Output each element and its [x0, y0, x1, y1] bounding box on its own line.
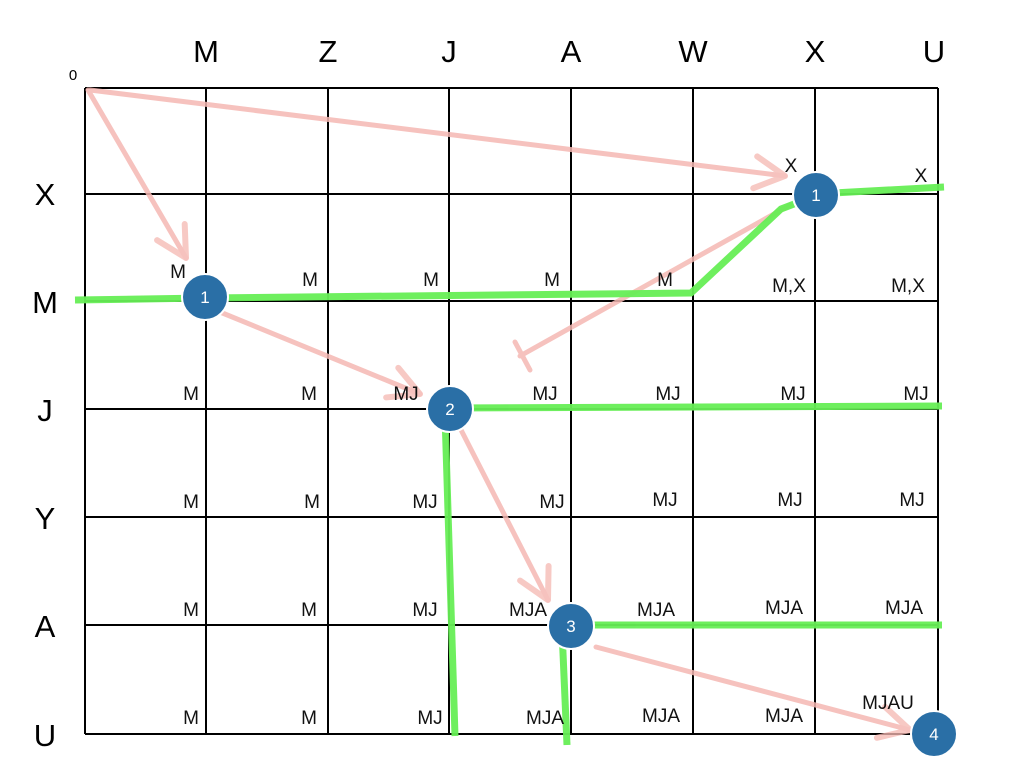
table-cell: MJ	[652, 490, 677, 511]
badge-circle	[426, 385, 474, 433]
table-cell: MJA	[509, 600, 547, 621]
table-cell: M	[304, 492, 320, 513]
step-badge: 2	[426, 385, 474, 433]
table-cell: MJA	[526, 708, 564, 729]
table-cell: MJ	[899, 490, 924, 511]
boundary-line	[448, 402, 943, 412]
step-badge: 4	[910, 710, 958, 758]
table-cell: M,X	[891, 276, 925, 297]
table-cell: MJ	[393, 384, 418, 405]
step-badge: 3	[547, 602, 595, 650]
table-cell: M	[302, 270, 318, 291]
column-header: X	[805, 34, 826, 69]
table-cells: X X M M M M M M,X M,X M M MJ MJ MJ MJ MJ…	[170, 156, 929, 729]
table-cell: X	[915, 166, 928, 187]
badge-label: 4	[929, 725, 938, 744]
table-cell: M	[544, 270, 560, 291]
badge-circle	[181, 273, 229, 321]
badge-label: 1	[200, 288, 209, 307]
origin-label: 0	[69, 67, 77, 84]
table-cell: M	[183, 384, 199, 405]
trace-arrow	[217, 309, 423, 401]
trace-arrow	[593, 644, 913, 741]
badge-circle	[547, 602, 595, 650]
table-cell: MJ	[780, 384, 805, 405]
row-header: A	[35, 609, 56, 644]
table-cell: M	[301, 600, 317, 621]
row-header: M	[32, 285, 58, 320]
table-cell: MJA	[765, 706, 803, 727]
table-cell: MJ	[903, 384, 928, 405]
badge-circle	[910, 710, 958, 758]
table-cell: MJ	[777, 490, 802, 511]
table-cell: M	[301, 384, 317, 405]
table-cell: M	[170, 262, 186, 283]
column-header: W	[678, 34, 708, 69]
row-headers: X M J Y A U	[32, 177, 58, 753]
table-cell: MJ	[539, 492, 564, 513]
table-cell: MJ	[412, 600, 437, 621]
step-badge: 1	[792, 171, 840, 219]
column-header: U	[923, 34, 945, 69]
step-badges: 1 1 2 3 4	[181, 171, 958, 758]
table-cell: MJ	[532, 384, 557, 405]
table-cell: MJA	[637, 600, 675, 621]
badge-circle	[792, 171, 840, 219]
table-cell: MJA	[885, 598, 923, 619]
table-cell: MJA	[765, 598, 803, 619]
column-header: A	[561, 34, 582, 69]
step-badge: 1	[181, 273, 229, 321]
table-cell: M	[657, 270, 673, 291]
trace-arrow-tick	[512, 339, 533, 373]
badge-label: 3	[566, 617, 575, 636]
column-header: Z	[319, 34, 338, 69]
row-header: Y	[35, 501, 56, 536]
column-header: M	[193, 34, 219, 69]
trace-arrow	[517, 202, 793, 359]
boundary-line	[441, 414, 459, 737]
table-cell: MJAU	[862, 693, 914, 714]
table-cell: MJA	[642, 706, 680, 727]
table-cell: MJ	[412, 492, 437, 513]
row-header: U	[34, 718, 56, 753]
column-headers: M Z J A W X U	[193, 34, 945, 69]
table-cell: M	[183, 492, 199, 513]
column-header: J	[441, 34, 457, 69]
trace-arrow	[87, 87, 788, 192]
table-cell: MJ	[655, 384, 680, 405]
table-cell: M,X	[772, 276, 806, 297]
table-cell: X	[785, 156, 798, 177]
badge-label: 1	[811, 186, 820, 205]
table-cell: M	[423, 270, 439, 291]
table-cell: M	[183, 600, 199, 621]
trace-arrow	[455, 421, 552, 603]
trace-arrows	[85, 87, 913, 741]
boundary-line	[74, 192, 817, 304]
trace-arrow	[85, 87, 189, 261]
row-header: X	[35, 177, 56, 212]
table-cell: M	[183, 708, 199, 729]
table-cell: MJ	[417, 708, 442, 729]
row-header: J	[37, 393, 53, 428]
table-cell: M	[301, 708, 317, 729]
boundary-line	[558, 629, 571, 746]
badge-label: 2	[445, 400, 454, 419]
